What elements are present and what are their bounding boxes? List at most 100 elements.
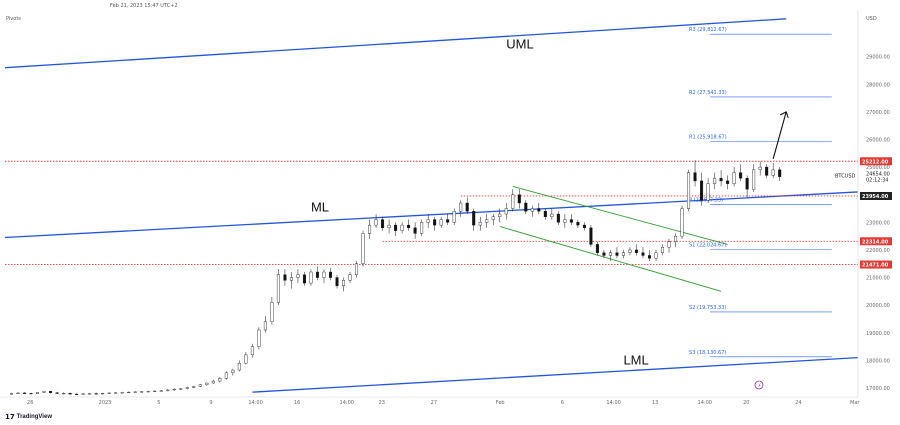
candle-body	[621, 252, 625, 256]
pivot-label-p: P (23,647.33)	[689, 197, 723, 203]
candle-body	[719, 177, 723, 182]
x-tick-label: 24	[795, 400, 801, 406]
x-tick-label: Mar	[850, 400, 860, 406]
candle-body	[582, 224, 586, 229]
x-tick-label: 13	[652, 400, 658, 406]
candle-body	[368, 224, 372, 234]
candle-body	[687, 172, 691, 209]
candle-body	[498, 213, 502, 218]
candle-body	[159, 390, 163, 392]
candle-body	[647, 255, 651, 259]
currency-label: USD	[866, 16, 877, 22]
candle-body	[511, 194, 515, 209]
candle-body	[283, 274, 287, 281]
candle-body	[107, 392, 111, 394]
x-tick-label: 27	[431, 400, 437, 406]
candle-body	[231, 369, 235, 374]
candle-body	[394, 224, 398, 231]
x-tick-label: 26	[27, 400, 33, 406]
price-tag-bg	[860, 260, 892, 269]
arrow-shaft	[772, 111, 787, 159]
pivot-label-s1: S1 (22,024.67)	[689, 242, 726, 248]
symbol-label: BTCUSD	[835, 174, 856, 180]
candle-body	[322, 271, 326, 278]
y-tick-label: 20000.00	[866, 303, 890, 309]
tradingview-logo[interactable]: 17 TradingView	[5, 413, 52, 421]
candle-body	[472, 211, 476, 226]
candle-body	[465, 202, 469, 212]
candle-body	[771, 169, 775, 176]
candle-body	[654, 252, 658, 259]
channel-line-ml	[4, 191, 858, 239]
price-tags: 25212.00 23954.00 22314.00 21471.00 24654.00…	[835, 157, 892, 269]
candle-body	[524, 202, 528, 212]
candle-body	[16, 392, 20, 394]
channel-label-lml: LML	[623, 353, 648, 368]
candle-body	[205, 382, 209, 385]
channel-labels: UML ML LML	[311, 36, 649, 367]
candle-body	[75, 393, 79, 395]
pivot-label-s2: S2 (19,753.33)	[689, 305, 726, 311]
candle-body	[439, 219, 443, 226]
candle-body	[49, 391, 53, 393]
last-price-label: 24654.00	[866, 172, 890, 178]
candle-body	[250, 346, 254, 356]
candle-body	[569, 219, 573, 223]
arrow-head	[779, 111, 789, 119]
candle-body	[530, 208, 534, 212]
candle-body	[127, 391, 131, 394]
candle-body	[407, 224, 411, 229]
header-timestamp: Feb 21, 2023 15:47 UTC+2	[110, 3, 178, 9]
candle-body	[133, 391, 137, 393]
candle-body	[693, 172, 697, 182]
candle-body	[765, 166, 769, 176]
candle-body	[452, 211, 456, 223]
tradingview-logo-icon: 17	[5, 413, 15, 421]
candle-body	[329, 271, 333, 278]
x-tick-label: 20	[743, 400, 749, 406]
candle-body	[192, 386, 196, 388]
pivot-label-r1: R1 (25,918.67)	[689, 135, 727, 141]
price-tag-21471.00: 21471.00	[862, 263, 889, 269]
candle-body	[641, 252, 645, 256]
y-tick-label: 18000.00	[866, 358, 890, 364]
candle-body	[315, 271, 319, 278]
candle-body	[726, 180, 730, 184]
candle-body	[302, 274, 306, 284]
price-axis[interactable]: 17000.00 18000.00 19000.00 20000.00 21000.00…	[857, 10, 890, 397]
time-axis[interactable]: 26 2023 5 9 14:00 16 14:00 23 27 Feb 6 14:00 13 14:00…	[0, 396, 860, 406]
candle-body	[433, 219, 437, 226]
candle-body	[237, 362, 241, 371]
price-tag-bg	[860, 191, 892, 200]
price-tag-bg	[860, 157, 892, 166]
candle-body	[355, 263, 359, 275]
channel-line-lml	[252, 356, 858, 393]
candle-body	[140, 391, 144, 393]
x-tick-label: 14:00	[698, 400, 712, 406]
candle-body	[146, 391, 150, 393]
pivot-label-r3: R3 (29,812.67)	[689, 27, 727, 33]
candle-body	[244, 354, 248, 364]
candle-body	[342, 280, 346, 287]
candle-body	[634, 249, 638, 253]
channel-lines	[4, 18, 858, 393]
y-tick-label: 19000.00	[866, 331, 890, 337]
candle-body	[387, 224, 391, 229]
svg-text:⚡: ⚡	[758, 383, 762, 389]
candle-body	[400, 224, 404, 231]
candle-body	[706, 183, 710, 201]
y-tick-label: 21000.00	[866, 276, 890, 282]
replay-icon[interactable]: ⚡	[754, 380, 764, 390]
x-tick-label: 14:00	[606, 400, 620, 406]
pivot-levels: R3 (29,812.67) R2 (27,541.33) R1 (25,918.6…	[689, 27, 832, 358]
candle-body	[661, 246, 665, 253]
candle-body	[309, 271, 313, 284]
candle-body	[36, 392, 40, 394]
y-tick-label: 28000.00	[866, 82, 890, 88]
candle-body	[263, 321, 267, 331]
y-tick-label: 25000.00	[866, 165, 890, 171]
candle-body	[10, 393, 14, 395]
candle-body	[218, 378, 222, 382]
channel-label-uml: UML	[506, 36, 533, 51]
